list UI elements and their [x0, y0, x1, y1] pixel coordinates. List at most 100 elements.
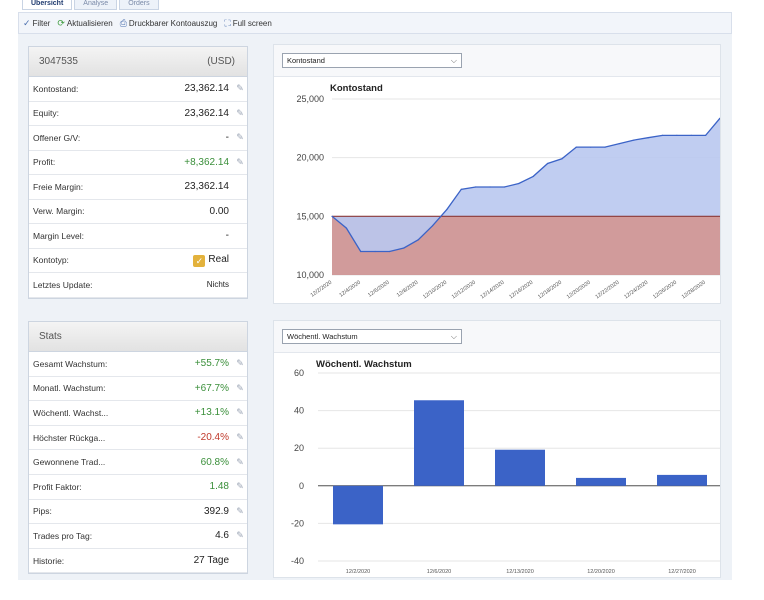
row-historie: Historie: 27 Tage [29, 549, 247, 574]
x-tick-label: 12/2/2020 [346, 569, 370, 575]
y-tick-label: 40 [294, 406, 304, 416]
row-verw-margin: Verw. Margin: 0.00 [29, 200, 247, 224]
edit-icon[interactable]: ✎ [236, 156, 244, 167]
balance-point [460, 188, 462, 190]
row-equity: Equity: 23,362.14 ✎ [29, 102, 247, 126]
balance-point [475, 186, 477, 188]
row-label: Historie: [33, 555, 65, 566]
filter-label: Filter [32, 18, 51, 28]
row-value: +8,362.14 [184, 156, 229, 168]
balance-chart-header: Kontostand ⌵ [274, 45, 720, 77]
tab-uebersicht[interactable]: Übersicht [22, 0, 73, 10]
balance-point [690, 134, 692, 136]
row-offener-g-v: Offener G/V: - ✎ [29, 126, 247, 151]
refresh-label: Aktualisieren [66, 18, 113, 28]
weekly-chart-title: Wöchentl. Wachstum [316, 359, 412, 370]
x-tick-label: 12/26/2020 [652, 280, 678, 301]
weekly-chart-panel: Wöchentl. Wachstum ⌵ -40 -20 0 20 40 60 12/2/2… [273, 320, 721, 578]
print-statement-label: Druckbarer Kontoauszug [128, 18, 218, 28]
balance-point [604, 146, 606, 148]
row-margin-level: Margin Level: - [29, 224, 247, 249]
row-label: Profit: [33, 157, 56, 168]
row-gesamt-wachstum: Gesamt Wachstum: +55.7% ✎ [29, 352, 247, 377]
row-label: Kontostand: [33, 83, 79, 94]
edit-icon[interactable]: ✎ [236, 456, 244, 467]
row-value: +55.7% [194, 358, 229, 370]
balance-point [561, 158, 563, 160]
row-pips: Pips: 392.9 ✎ [29, 500, 247, 525]
fullscreen-icon: ⛶ [224, 17, 231, 28]
x-tick-label: 12/28/2020 [681, 280, 707, 301]
row-value: +67.7% [194, 382, 229, 394]
y-tick-label: 10,000 [296, 270, 324, 280]
row-value: +13.1% [194, 407, 229, 419]
account-currency: (USD) [207, 56, 235, 67]
filter-icon: ✓ [23, 17, 31, 28]
edit-icon[interactable]: ✎ [236, 407, 244, 418]
fullscreen-button[interactable]: ⛶ Full screen [224, 18, 271, 29]
balance-point [518, 182, 520, 185]
weekly-chart-header: Wöchentl. Wachstum ⌵ [274, 321, 720, 353]
x-tick-label: 12/20/2020 [587, 569, 615, 575]
row-value: 0.00 [209, 205, 229, 217]
x-tick-label: 12/4/2020 [338, 280, 361, 299]
row-profit: Profit: +8,362.14 ✎ [29, 151, 247, 175]
row-value: ✓ Real [193, 254, 233, 267]
stats-panel-header: Stats [29, 322, 247, 352]
x-tick-label: 12/13/2020 [506, 569, 534, 575]
edit-icon[interactable]: ✎ [236, 481, 244, 492]
filter-button[interactable]: ✓ Filter [23, 18, 50, 29]
row-label: Freie Margin: [33, 181, 84, 192]
balance-point [590, 146, 592, 148]
weekly-chart-select[interactable]: Wöchentl. Wachstum ⌵ [282, 329, 462, 344]
edit-icon[interactable]: ✎ [236, 132, 244, 143]
balance-chart-select[interactable]: Kontostand ⌵ [282, 53, 462, 68]
balance-point [532, 175, 534, 178]
edit-icon[interactable]: ✎ [236, 432, 244, 443]
balance-point [705, 134, 707, 136]
y-tick-label: 0 [299, 481, 304, 491]
row-value: 1.48 [209, 481, 229, 493]
printer-icon: ⎙ [119, 17, 127, 28]
balance-point [719, 117, 720, 119]
y-tick-label: 20,000 [296, 153, 324, 163]
x-tick-label: 12/16/2020 [508, 280, 534, 301]
x-tick-label: 12/20/2020 [566, 280, 592, 301]
row-hoechster-rueckga: Höchster Rückga... -20.4% ✎ [29, 426, 247, 451]
row-label: Gesamt Wachstum: [33, 358, 108, 369]
balance-point [661, 134, 664, 136]
balance-point [331, 215, 333, 217]
tab-orders[interactable]: Orders [119, 0, 159, 10]
tab-analyse[interactable]: Analyse [74, 0, 118, 10]
row-label: Equity: [33, 108, 59, 119]
row-label: Wöchentl. Wachst... [33, 407, 109, 418]
row-label: Monatl. Wachstum: [33, 383, 106, 394]
edit-icon[interactable]: ✎ [236, 83, 244, 94]
balance-area [332, 118, 720, 252]
bar [495, 449, 545, 486]
balance-point [417, 239, 419, 241]
row-value: 27 Tage [193, 555, 229, 567]
print-statement-button[interactable]: ⎙ Druckbarer Kontoauszug [120, 18, 218, 29]
balance-point [575, 146, 577, 148]
refresh-button[interactable]: ⟳ Aktualisieren [57, 18, 112, 29]
balance-point [403, 247, 405, 249]
y-tick-label: -20 [291, 518, 304, 528]
edit-icon[interactable]: ✎ [236, 505, 244, 516]
row-value: 392.9 [203, 505, 229, 517]
balance-chart-panel: Kontostand ⌵ 10,000 15,000 20,000 25,000 Kon… [273, 44, 721, 304]
x-tick-label: 12/6/2020 [427, 569, 451, 575]
edit-icon[interactable]: ✎ [236, 530, 244, 541]
top-strip [0, 0, 764, 12]
edit-icon[interactable]: ✎ [236, 358, 244, 369]
x-tick-label: 12/18/2020 [537, 280, 563, 301]
bar [657, 474, 707, 486]
balance-chart-title: Kontostand [330, 83, 383, 94]
x-tick-label: 12/14/2020 [480, 280, 506, 301]
chevron-down-icon: ⌵ [450, 332, 457, 341]
balance-point [618, 142, 621, 145]
row-kontotyp: Kontotyp: ✓ Real [29, 249, 247, 273]
x-tick-label: 12/10/2020 [422, 280, 448, 301]
edit-icon[interactable]: ✎ [236, 107, 244, 118]
edit-icon[interactable]: ✎ [236, 382, 244, 393]
